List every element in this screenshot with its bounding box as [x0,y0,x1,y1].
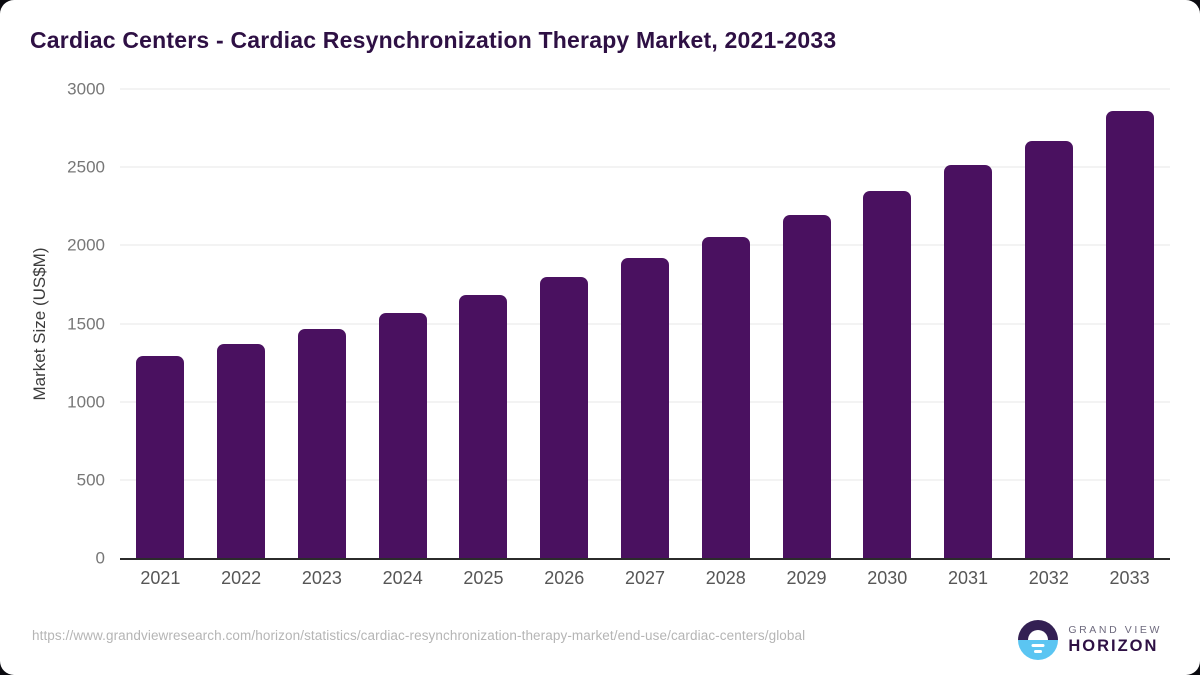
bar-2022 [217,343,266,558]
bar-cell-2033 [1089,89,1170,558]
x-tick-label-2030: 2030 [867,568,908,588]
bar-2027 [620,257,669,558]
y-tick-label-1000: 1000 [67,392,105,412]
bar-cell-2029 [766,89,847,558]
gridline-3000 [120,88,1170,90]
gridline-2500 [120,166,1170,168]
bar-cell-2024 [362,89,443,558]
y-tick-label-0: 0 [95,548,105,568]
bar-2032 [1024,140,1073,558]
y-tick-label-2000: 2000 [67,235,105,255]
bar-cell-2026 [524,89,605,558]
plot-area: 0 500 1000 1500 2000 2500 3000 [67,81,1170,567]
bar-2025 [459,295,508,558]
bar-2023 [297,328,346,558]
x-tick-label-2027: 2027 [624,568,665,588]
brand-name-top: GRAND VIEW [1068,624,1162,637]
x-tick-label-2032: 2032 [1028,568,1069,588]
logo-sun-shape [1028,630,1049,640]
x-tick-label-2029: 2029 [786,568,827,588]
chart-title: Cardiac Centers - Cardiac Resynchronizat… [30,27,837,53]
y-tick-label-1500: 1500 [67,314,105,333]
bar-cell-2025 [443,89,524,558]
x-tick-label-2022: 2022 [221,568,262,588]
x-tick-label-2021: 2021 [140,568,181,588]
bar-2031 [944,164,993,558]
bar-2033 [1105,110,1154,558]
x-tick-label-2028: 2028 [705,568,746,588]
bar-cell-2030 [847,89,928,558]
bar-2029 [782,214,831,558]
horizon-logo-icon [1018,620,1059,660]
x-tick-label-2031: 2031 [948,568,989,588]
logo-reflection-line [1034,650,1043,653]
bar-2030 [863,190,912,558]
brand-logo: GRAND VIEW HORIZON [1018,619,1162,661]
y-tick-label-2500: 2500 [67,157,105,177]
bar-2028 [701,236,750,558]
brand-wordmark: GRAND VIEW HORIZON [1068,624,1162,655]
bar-cell-2027 [605,89,686,558]
logo-reflection-line [1031,644,1045,647]
y-tick-label-3000: 3000 [67,79,105,99]
bar-2026 [540,277,589,558]
brand-name-bottom: HORIZON [1068,636,1159,655]
x-tick-label-2024: 2024 [382,568,423,588]
x-tick-label-2023: 2023 [301,568,342,588]
bar-cell-2028 [685,89,766,558]
x-axis-labels: 2021 2022 2023 2024 2025 2026 2027 2028 2029 2030… [120,568,1170,589]
x-axis-line [120,558,1170,560]
bar-cell-2022 [201,89,282,558]
bar-cell-2021 [120,89,201,558]
gridline-2000 [120,244,1170,246]
x-tick-label-2033: 2033 [1109,568,1150,588]
bar-cell-2031 [928,89,1009,558]
source-url: https://www.grandviewresearch.com/horizo… [32,628,806,643]
bar-series [120,89,1170,558]
bar-2024 [378,313,427,558]
x-tick-label-2026: 2026 [544,568,585,588]
bar-cell-2032 [1008,89,1089,558]
y-tick-label-500: 500 [76,470,105,490]
x-tick-label-2025: 2025 [463,568,504,588]
y-axis-title: Market Size (US$M) [30,247,49,401]
bar-cell-2023 [282,89,363,558]
bar-2021 [136,355,185,558]
